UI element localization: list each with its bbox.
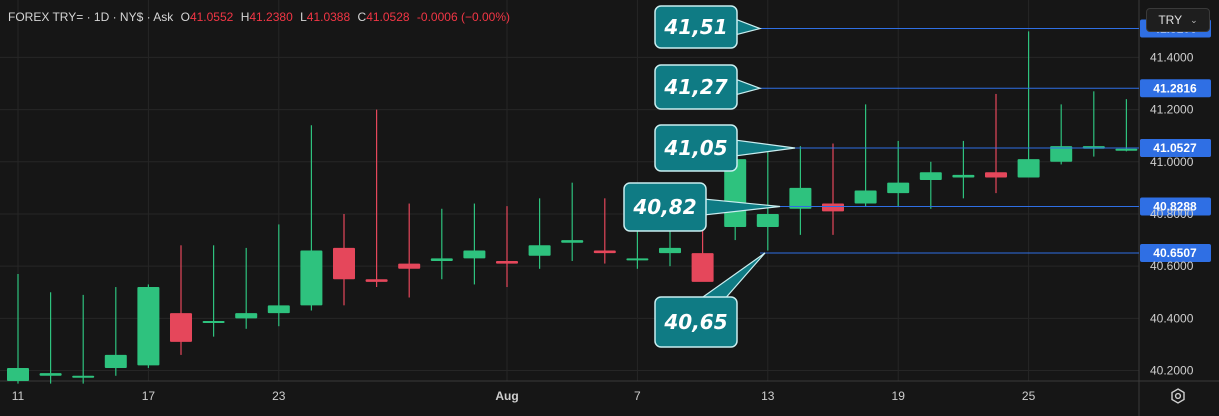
candles <box>7 31 1138 384</box>
callout-box <box>654 296 738 348</box>
price-tag <box>1140 243 1211 262</box>
price-tag-label: 41.2816 <box>1153 81 1197 95</box>
candle-body <box>1115 148 1138 151</box>
price-tag-label: 40.8288 <box>1153 199 1197 213</box>
candle-body <box>887 182 910 194</box>
callout-box <box>654 5 738 49</box>
x-tick-label: 23 <box>272 389 286 403</box>
x-tick-label: 25 <box>1022 389 1036 403</box>
price-callout: 40,65 <box>654 252 766 348</box>
candle-body <box>235 313 258 319</box>
candle-body <box>561 240 584 243</box>
y-tick-label: 41.2000 <box>1150 103 1194 117</box>
gear-icon[interactable] <box>1166 384 1190 408</box>
y-tick-label: 41.4000 <box>1150 50 1194 64</box>
candle-body <box>1017 159 1040 178</box>
price-tag <box>1140 79 1211 98</box>
candle-body <box>528 245 551 256</box>
candle-body <box>496 260 518 264</box>
y-tick-label: 40.6000 <box>1150 259 1194 273</box>
callout-label: 40,65 <box>663 310 727 334</box>
candle-body <box>593 250 616 254</box>
price-tag-label: 41.0527 <box>1153 141 1197 155</box>
candle-body <box>300 250 323 306</box>
low-label: L <box>300 10 307 24</box>
price-tag-label: 40.6507 <box>1153 246 1197 260</box>
candle-body <box>1050 146 1073 162</box>
callout-label: 41,51 <box>663 15 727 39</box>
x-tick-label: Aug <box>495 389 518 403</box>
x-tick-label: 11 <box>12 389 25 403</box>
callout-label: 41,05 <box>663 136 727 160</box>
candle-body <box>430 258 453 261</box>
x-tick-label: 7 <box>634 389 641 403</box>
y-tick-label: 41.0000 <box>1150 155 1194 169</box>
price-tag <box>1140 197 1211 216</box>
currency-button[interactable]: TRY ⌄ <box>1146 8 1210 32</box>
candle-body <box>104 354 127 368</box>
callout-box <box>623 182 707 232</box>
callout-label: 41,27 <box>663 75 727 99</box>
x-tick-label: 13 <box>761 389 775 403</box>
y-axis: 40.2000 40.4000 40.6000 40.8000 41.0000 41.20… <box>1150 50 1194 377</box>
price-callouts: 41,51 41,27 41,05 40,82 40,65 <box>623 5 796 348</box>
currency-label: TRY <box>1158 13 1183 27</box>
candle-body <box>659 247 681 254</box>
y-tick-label: 40.8000 <box>1150 207 1194 221</box>
price-callout: 41,27 <box>654 64 762 110</box>
candle-body <box>333 247 355 280</box>
candle-body <box>365 279 388 282</box>
x-tick-label: 19 <box>892 389 906 403</box>
x-axis: 11 17 23 Aug 7 13 19 25 <box>12 389 1036 403</box>
ohlc-legend: FOREX TRY= · 1D · NY$ · Ask O41.0552 H41… <box>8 10 510 24</box>
candle-body <box>919 172 942 181</box>
candle-body <box>39 373 62 376</box>
symbol-label[interactable]: FOREX TRY= · 1D · NY$ · Ask <box>8 10 174 24</box>
y-tick-label: 40.4000 <box>1150 311 1194 325</box>
high-value: 41.2380 <box>249 10 293 24</box>
price-callout: 40,82 <box>623 182 781 232</box>
callout-label: 40,82 <box>632 195 696 219</box>
price-callout: 41,05 <box>654 124 796 172</box>
callout-box <box>654 124 738 172</box>
candle-body <box>202 320 225 323</box>
open-value: 41.0552 <box>189 10 234 24</box>
x-tick-label: 17 <box>142 389 156 403</box>
open-label: O <box>180 10 190 24</box>
candle-body <box>463 250 486 259</box>
change-value: -0.0006 (−0.00%) <box>416 10 510 24</box>
price-callout: 41,51 <box>654 5 762 49</box>
candle-body <box>822 203 844 212</box>
close-value: 41.0528 <box>366 10 410 24</box>
candle-body <box>985 172 1007 178</box>
candle-body <box>626 258 649 261</box>
chevron-down-icon: ⌄ <box>1190 14 1198 25</box>
candle-body <box>398 263 421 269</box>
candle-body <box>952 174 975 178</box>
candle-body <box>72 375 95 378</box>
candle-body <box>7 367 29 381</box>
price-tag <box>1140 139 1211 158</box>
close-label: C <box>357 10 367 24</box>
candle-body <box>267 305 290 314</box>
low-value: 41.0388 <box>306 10 351 24</box>
candle-body <box>854 190 877 204</box>
callout-box <box>654 64 738 110</box>
candle-body <box>756 213 779 228</box>
candle-body <box>137 287 160 366</box>
candle-body <box>691 253 714 282</box>
candle-body <box>170 313 192 342</box>
high-label: H <box>240 10 250 24</box>
y-tick-label: 40.2000 <box>1150 364 1194 378</box>
candle-body <box>789 187 812 209</box>
